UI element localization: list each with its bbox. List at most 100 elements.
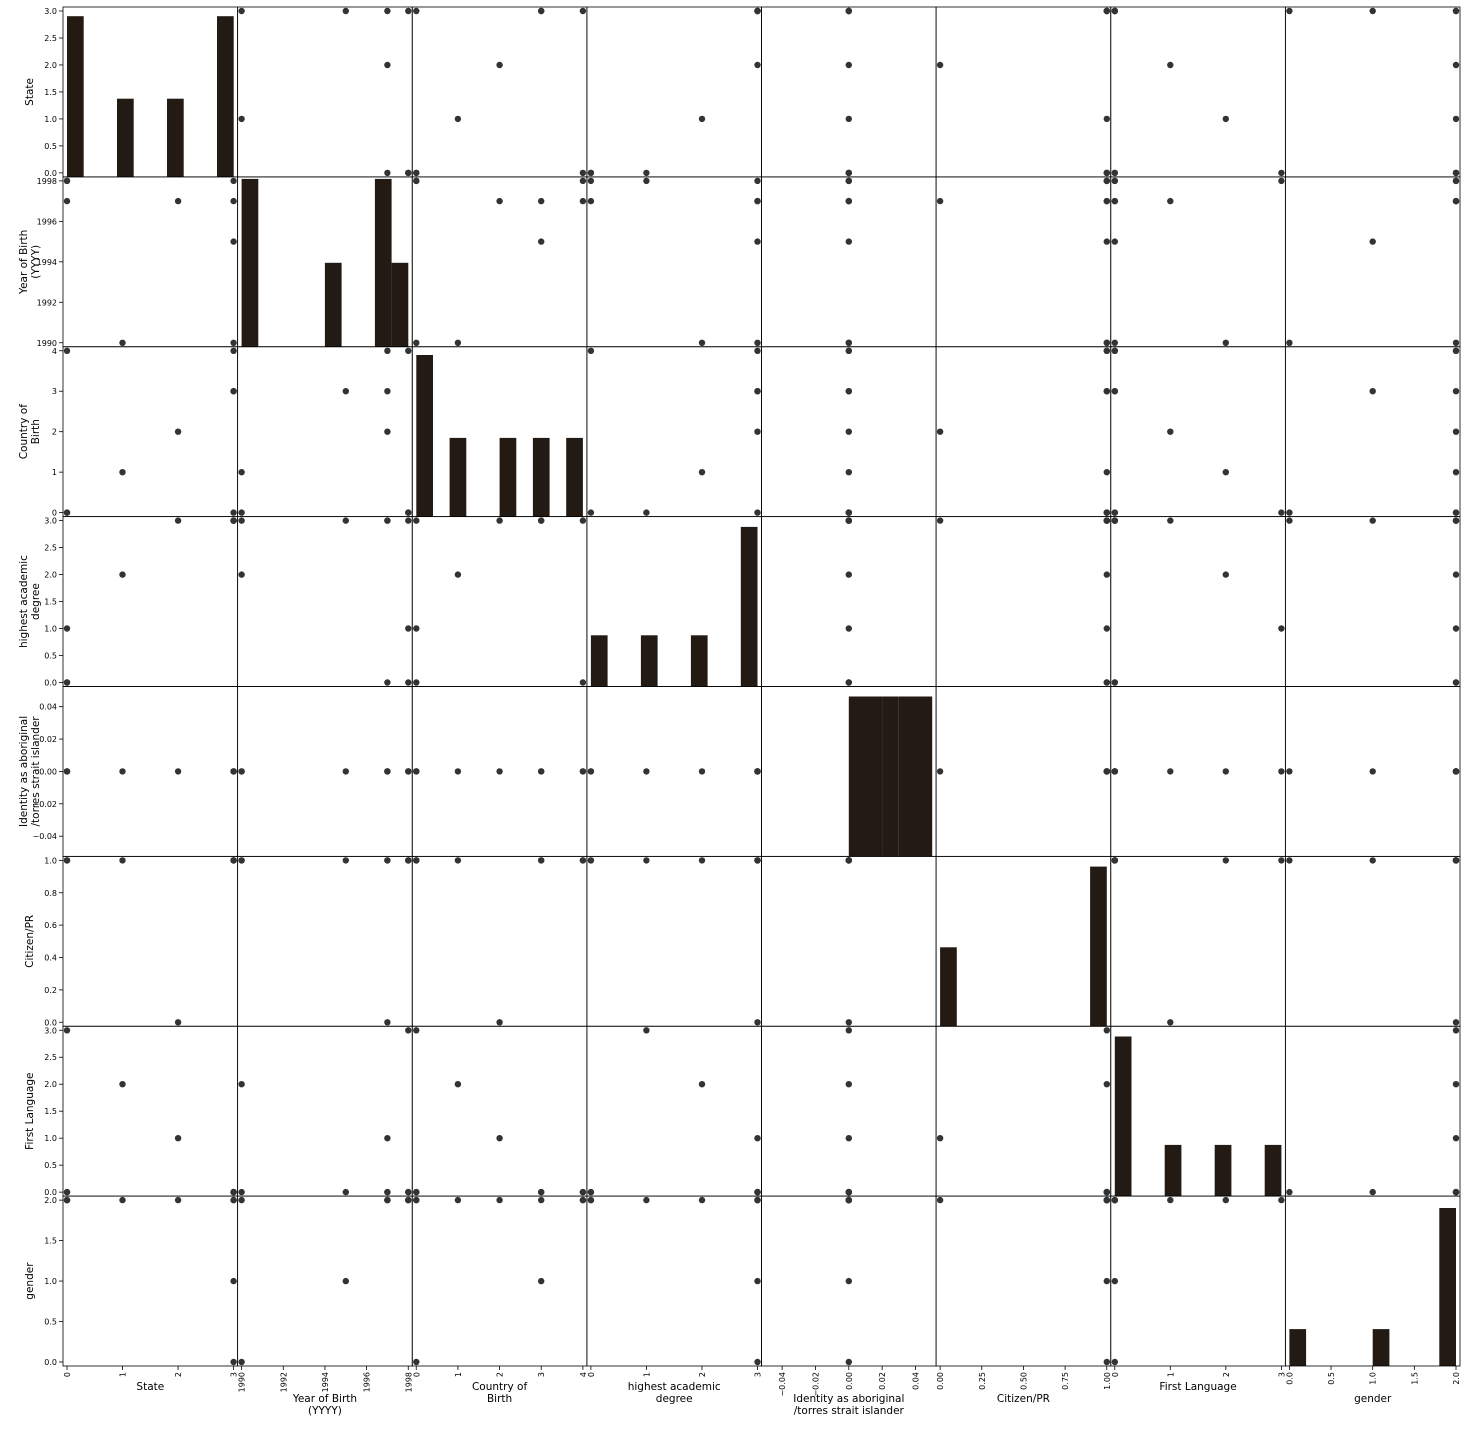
ytick-label-language-3: 1.5 [44,1107,57,1116]
point-state-vs-cob-2 [454,115,462,123]
ytick-label-state-0: 0.0 [44,169,57,178]
point-yob-vs-language-2 [1222,339,1230,346]
point-aboriginal-vs-degree-2 [698,768,706,775]
ytick-label-degree-4: 2.0 [44,571,57,580]
xtick-label-cob-4: 4 [579,1372,588,1377]
point-aboriginal-vs-cob-6 [413,768,420,775]
point-language-vs-cob-2 [454,1081,462,1088]
xtick-label-citizen-3: 0.75 [1061,1372,1070,1390]
ytick-label-citizen-0: 0.0 [44,1018,57,1027]
point-language-vs-gender-3 [1452,1135,1460,1142]
point-cob-vs-aboriginal-2 [845,469,852,476]
ylabel-line-cob-1: Birth [30,419,42,444]
point-degree-vs-yob-5 [238,517,245,524]
hist-bar-yob-0 [241,178,259,347]
point-language-vs-yob-5 [238,1188,245,1196]
point-aboriginal-vs-state-2 [119,768,126,775]
point-state-vs-language-6 [1111,169,1119,177]
point-citizen-vs-language-3 [1167,1019,1174,1026]
point-yob-vs-state-5 [230,339,237,346]
xtick-label-degree-0: 0 [587,1372,596,1377]
hist-bar-language-3 [1164,1144,1182,1197]
point-cob-vs-yob-4 [342,388,349,395]
point-gender-vs-yob-5 [238,1358,245,1366]
point-citizen-vs-state-8 [230,857,237,864]
cell-frame-aboriginal-language [1110,686,1286,857]
point-cob-vs-state-3 [174,428,182,435]
hist-bar-state-9 [217,16,234,177]
point-citizen-vs-state-3 [174,1019,182,1026]
cell-frame-cob-cob [411,346,588,518]
xtick-label-state-1: 1 [119,1372,128,1377]
point-state-vs-yob-6 [405,169,412,177]
xlabel-citizen: Citizen/PR [997,1393,1050,1405]
ytick-label-aboriginal-3: 0.02 [39,735,57,744]
point-cob-vs-yob-7 [405,347,412,354]
point-cob-vs-citizen-3 [936,428,944,435]
point-aboriginal-vs-gender-8 [1452,768,1460,775]
cell-frame-yob-gender [1284,176,1461,348]
ylabel-line-yob-0: Year of Birth [18,230,30,295]
point-degree-vs-aboriginal-6 [845,679,852,686]
point-yob-vs-degree-8 [754,197,761,205]
point-degree-vs-state-3 [174,517,182,524]
point-degree-vs-language-0 [1278,625,1285,632]
xtick-label-gender-3: 1.5 [1410,1372,1419,1385]
point-citizen-vs-gender-3 [1452,1019,1460,1026]
ytick-label-language-5: 2.5 [44,1053,57,1062]
point-yob-vs-cob-7 [579,177,587,185]
cell-frame-cob-citizen [935,346,1112,518]
point-cob-vs-aboriginal-3 [845,428,852,435]
point-language-vs-gender-2 [1452,1081,1460,1088]
point-degree-vs-gender-2 [1452,571,1460,578]
point-cob-vs-degree-5 [754,509,761,516]
point-yob-vs-degree-2 [698,339,706,346]
point-degree-vs-cob-7 [579,517,587,524]
xtick-label-citizen-4: 1.00 [1103,1372,1112,1390]
point-aboriginal-vs-cob-8 [538,768,545,775]
point-yob-vs-cob-3 [496,197,503,205]
point-language-vs-degree-3 [754,1135,761,1142]
point-cob-vs-aboriginal-8 [845,388,852,395]
point-degree-vs-language-3 [1167,517,1174,524]
cell-frame-state-cob [411,6,588,178]
cell-frame-language-language [1110,1025,1286,1197]
xtick-label-citizen-2: 0.50 [1019,1372,1028,1390]
point-aboriginal-vs-yob-4 [342,768,349,775]
ylabel-degree: highest academicdegree [18,555,42,648]
point-gender-vs-state-4 [230,1277,237,1285]
point-aboriginal-vs-cob-2 [454,768,462,775]
point-degree-vs-gender-4 [1369,517,1376,524]
cell-frame-state-yob [237,6,413,178]
point-language-vs-degree-8 [754,1188,761,1196]
point-yob-vs-aboriginal-4 [845,238,852,245]
xtick-label-aboriginal-0: −0.04 [778,1372,787,1397]
point-state-vs-aboriginal-8 [845,7,852,15]
point-citizen-vs-language-0 [1278,857,1285,864]
hist-bar-aboriginal-9 [915,696,933,857]
cell-frame-yob-citizen [935,176,1112,348]
point-cob-vs-yob-3 [384,428,391,435]
hist-bar-cob-2 [449,437,467,517]
point-language-vs-yob-3 [384,1135,391,1142]
ytick-label-yob-3: 1996 [37,217,57,226]
point-language-vs-gender-0 [1452,1027,1460,1034]
point-language-vs-cob-7 [579,1188,587,1196]
point-yob-vs-aboriginal-7 [845,177,852,185]
cell-frame-degree-aboriginal [761,516,937,687]
xlabel-line-citizen-0: Citizen/PR [997,1393,1050,1405]
point-state-vs-yob-8 [384,7,391,15]
point-gender-vs-language-3 [1167,1196,1174,1204]
point-yob-vs-gender-8 [1452,197,1460,205]
point-citizen-vs-yob-7 [405,857,412,864]
point-aboriginal-vs-state-3 [174,768,182,775]
point-degree-vs-citizen-0 [1103,625,1111,632]
point-cob-vs-language-8 [1111,388,1119,395]
point-language-vs-state-2 [119,1081,126,1088]
point-state-vs-degree-2 [698,115,706,123]
point-language-vs-degree-0 [643,1027,650,1034]
cell-frame-degree-language [1110,516,1286,687]
point-degree-vs-yob-4 [342,517,349,524]
ylabel-line-degree-0: highest academic [18,555,30,648]
point-citizen-vs-degree-2 [698,857,706,864]
